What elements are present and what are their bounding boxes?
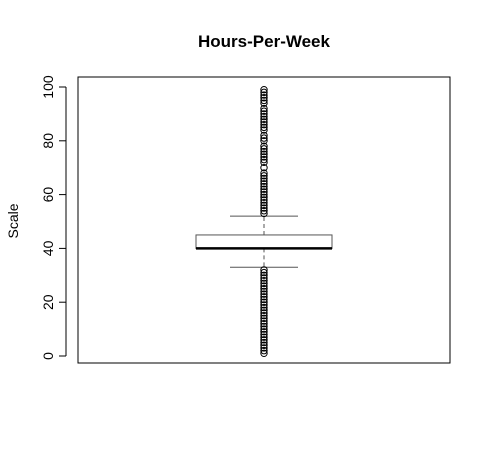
outlier-point [260,349,268,358]
outlier-point [260,147,268,156]
outlier-point [260,293,268,301]
outlier-point [260,320,268,328]
chart-title: Hours-Per-Week [198,32,330,51]
outlier-point [260,279,268,288]
outlier-point [260,333,268,341]
outlier-point [260,174,268,183]
outlier-point [260,344,268,352]
outlier-point [260,96,268,105]
plot-frame [77,76,451,364]
outlier-point [260,115,268,123]
y-tick-label: 0 [40,352,56,360]
outlier-point [260,204,268,212]
outlier-point [260,301,268,309]
outlier-point [260,134,268,142]
outlier-point [260,137,268,145]
outlier-point [260,198,268,207]
outlier-point [260,298,268,306]
outlier-point [260,182,268,191]
outlier-point [260,201,268,210]
iqr-box [195,234,333,249]
outlier-point [260,271,268,279]
outlier-point [260,266,268,274]
y-axis: 0 20 40 60 80 100 [40,75,67,360]
outlier-point [260,126,268,134]
outlier-point [260,303,268,312]
outlier-point [260,188,268,196]
outlier-point [260,317,268,325]
outlier-point [260,94,268,102]
outlier-point [260,309,268,317]
outlier-point [260,338,268,347]
outlier-point [260,153,268,161]
outlier-point [260,158,268,167]
outlier-point [260,322,268,331]
outlier-point [260,276,268,285]
outlier-point [260,274,268,282]
outlier-point [260,282,268,290]
outlier-point [260,164,268,172]
outlier-point [260,190,268,199]
outlier-point [260,131,268,140]
outlier-points [260,85,268,358]
outlier-point [260,336,268,344]
outlier-point [260,107,268,115]
outlier-point [260,91,268,99]
outlier-point [260,172,268,180]
outlier-point [260,118,268,126]
outlier-point [260,290,268,298]
outlier-point [260,330,268,339]
outlier-point [260,110,268,118]
outlier-point [260,123,268,132]
outlier-point [260,193,268,201]
outlier-point [260,325,268,333]
outlier-point [260,85,268,94]
y-tick-label: 80 [40,133,56,149]
y-tick-label: 20 [40,294,56,310]
outlier-point [260,346,268,355]
outlier-point [260,142,268,150]
outlier-point [260,150,268,158]
outlier-point [260,295,268,304]
outlier-point [260,177,268,185]
y-tick-label: 100 [40,75,56,99]
outlier-point [260,145,268,153]
y-axis-label: Scale [5,203,21,238]
outlier-point [260,155,268,164]
outlier-point [260,341,268,349]
y-tick-label: 40 [40,240,56,256]
outlier-point [260,207,268,215]
outlier-point [260,328,268,336]
outlier-point [260,314,268,323]
outlier-point [260,99,268,107]
outlier-point [260,285,268,293]
box-group [195,215,333,268]
outlier-point [260,185,268,193]
outlier-point [260,209,268,218]
y-tick-label: 60 [40,187,56,203]
outlier-point [260,180,268,188]
outlier-point [260,196,268,204]
outlier-point [260,120,268,129]
outlier-point [260,104,268,113]
outlier-point [260,169,268,177]
outlier-point [260,268,268,277]
outlier-point [260,88,268,97]
outlier-point [260,306,268,314]
outlier-point [260,112,268,121]
outlier-point [260,287,268,296]
outlier-point [260,311,268,320]
